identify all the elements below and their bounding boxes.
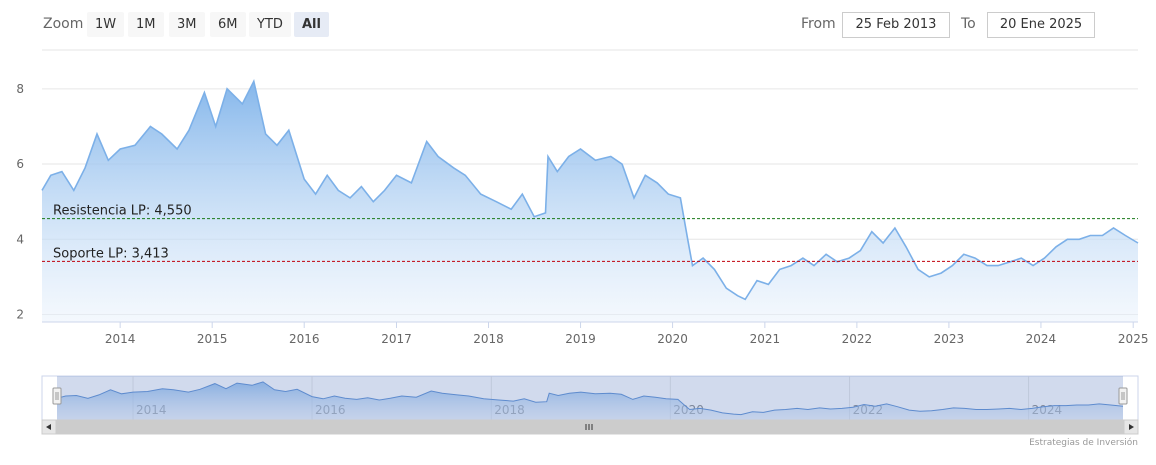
to-date-input[interactable] [987,12,1095,38]
x-tick-label: 2022 [842,332,873,346]
x-tick-label: 2014 [105,332,136,346]
x-tick-label: 2016 [289,332,320,346]
zoom-1m-button[interactable]: 1M [128,12,164,37]
y-tick-label: 8 [16,82,24,96]
price-area [42,81,1138,322]
navigator[interactable]: 201420162018202020222024 [41,375,1139,435]
to-label: To [961,16,976,32]
chart-credit: Estrategias de Inversión [1029,438,1138,448]
navigator-left-handle[interactable] [52,387,62,405]
arrow-right-icon [1129,424,1134,430]
arrow-left-icon [46,424,51,430]
x-tick-label: 2019 [565,332,596,346]
navigator-selected-range [57,376,1123,420]
scrollbar-thumb[interactable] [56,419,1124,435]
x-tick-label: 2025 [1118,332,1149,346]
x-tick-label: 2017 [381,332,412,346]
reference-lines: Resistencia LP: 4,550 Soporte LP: 3,413 [42,204,1138,262]
y-axis: 2 4 6 8 [16,82,24,322]
navigator-right-handle[interactable] [1118,387,1128,405]
zoom-ytd-button[interactable]: YTD [249,12,291,37]
price-line [41,78,1139,301]
x-tick-label: 2024 [1026,332,1057,346]
x-tick-label: 2015 [197,332,228,346]
y-tick-label: 6 [16,157,24,171]
zoom-3m-button[interactable]: 3M [169,12,205,37]
navigator-line [56,381,1124,416]
zoom-1w-button[interactable]: 1W [87,12,125,37]
zoom-label: Zoom [43,16,84,32]
x-tick-label: 2018 [473,332,504,346]
from-date-input[interactable] [842,12,950,38]
x-tick-label: 2020 [657,332,688,346]
y-tick-label: 2 [16,307,24,321]
from-label: From [801,16,836,32]
x-axis: 2014 2015 2016 2017 2018 2019 2020 2021 2022 2023… [105,322,1149,346]
reference-line-label: Soporte LP: 3,413 [53,246,169,261]
navigator-area [57,381,1123,420]
zoom-6m-button[interactable]: 6M [210,12,246,37]
zoom-all-button[interactable]: All [294,12,329,37]
range-selector: Zoom 1W 1M 3M 6M YTD All From To [0,0,1156,50]
y-tick-label: 4 [16,232,24,246]
x-tick-label: 2021 [750,332,781,346]
reference-line-label: Resistencia LP: 4,550 [53,204,192,219]
x-tick-label: 2023 [934,332,965,346]
